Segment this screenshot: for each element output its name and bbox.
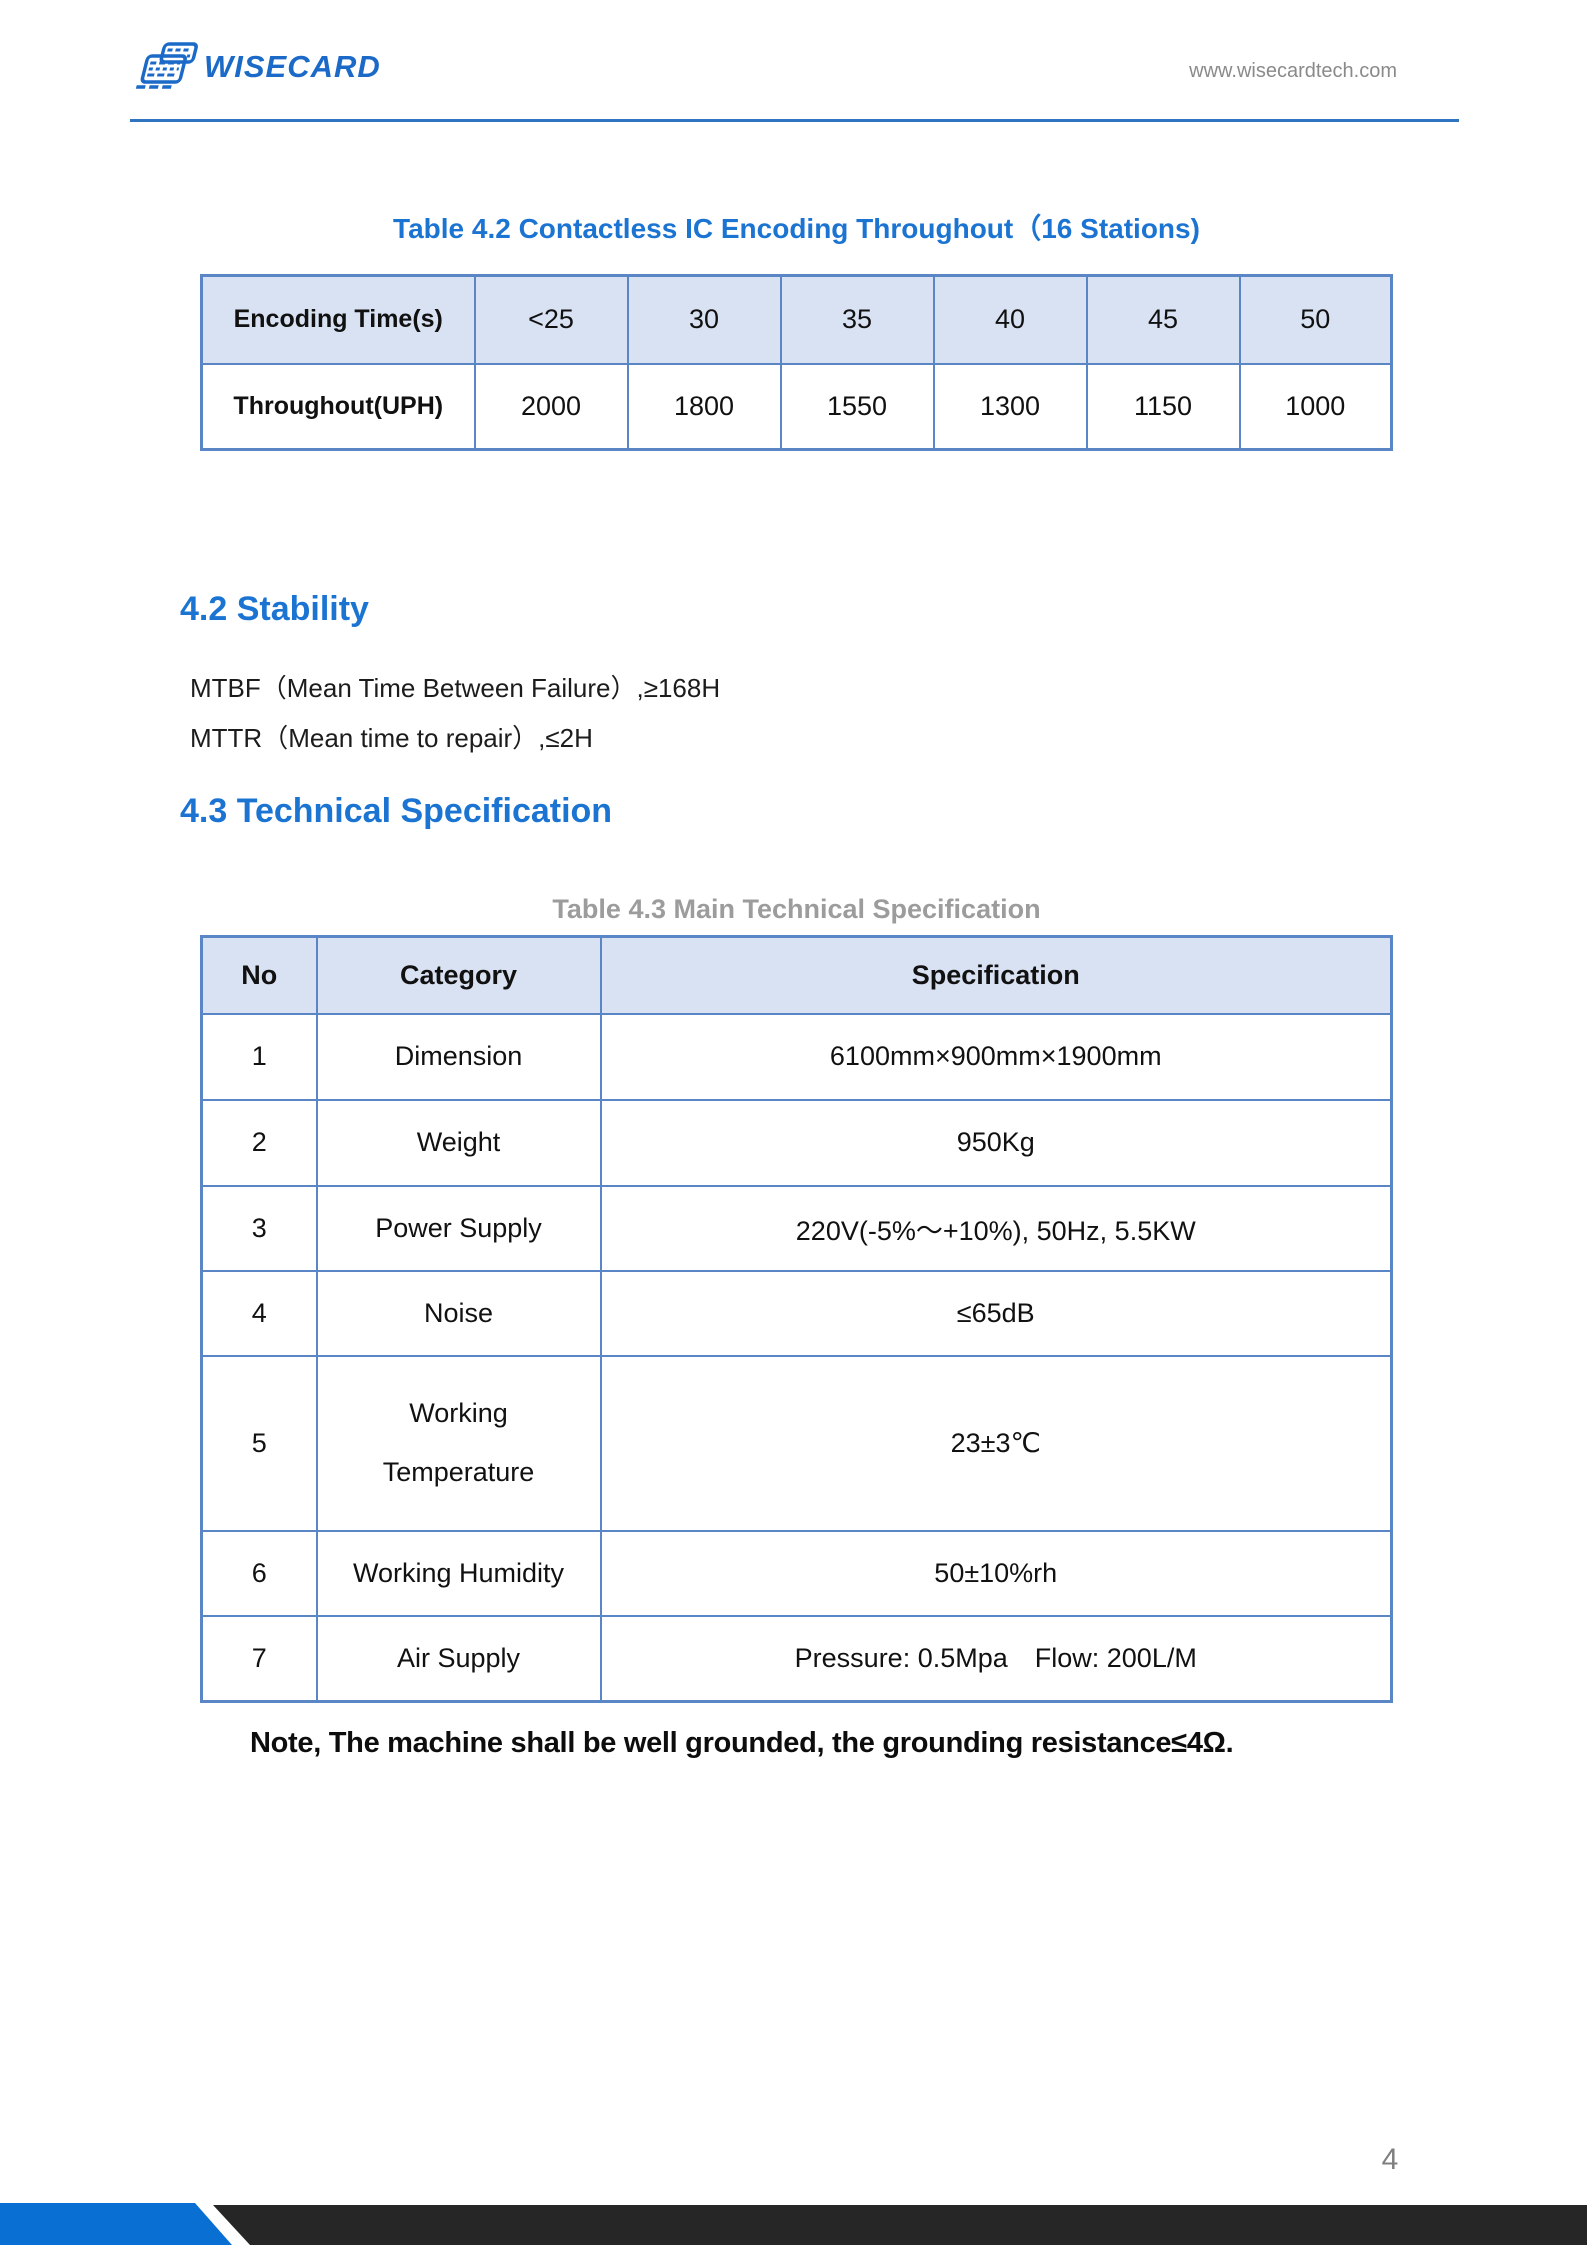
row-category: Weight xyxy=(315,1098,602,1187)
spec-table-header-row: No Category Specification xyxy=(200,935,1393,1015)
row-category: Noise xyxy=(315,1269,602,1357)
table-row: 5 Working Temperature 23±3℃ xyxy=(200,1354,1393,1532)
logo-wordmark: WISECARD xyxy=(204,49,381,84)
table43-caption: Table 4.3 Main Technical Specification xyxy=(552,894,1041,924)
throughput-value: 1550 xyxy=(779,362,935,451)
row-no: 2 xyxy=(200,1098,318,1187)
row-category: Air Supply xyxy=(315,1614,602,1703)
col-header-no: No xyxy=(200,935,318,1015)
encoding-time-value: 35 xyxy=(779,274,935,365)
footer-dark-bar xyxy=(213,2205,1587,2245)
encoding-time-label: Encoding Time(s) xyxy=(200,274,476,365)
throughput-value: 1300 xyxy=(932,362,1088,451)
mtbf-line: MTBF（Mean Time Between Failure）,≥168H xyxy=(190,673,721,703)
row-spec: 220V(-5%～+10%), 50Hz, 5.5KW xyxy=(599,1184,1393,1272)
row-category: Power Supply xyxy=(315,1184,602,1272)
header-divider xyxy=(130,119,1459,122)
table-row: 4 Noise ≤65dB xyxy=(200,1269,1393,1357)
table-row: 2 Weight 950Kg xyxy=(200,1098,1393,1187)
throughput-value: 1000 xyxy=(1238,362,1393,451)
encoding-time-value: 40 xyxy=(932,274,1088,365)
mttr-line: MTTR（Mean time to repair）,≤2H xyxy=(190,723,593,753)
col-header-specification: Specification xyxy=(599,935,1393,1015)
encoding-time-value: 50 xyxy=(1238,274,1393,365)
throughput-table: Encoding Time(s) <25 30 35 40 45 50 Thro… xyxy=(200,274,1393,451)
row-no: 6 xyxy=(200,1529,318,1617)
table42-title: Table 4.2 Contactless IC Encoding Throug… xyxy=(393,213,1200,244)
row-spec: ≤65dB xyxy=(599,1269,1393,1357)
row-no: 4 xyxy=(200,1269,318,1357)
encoding-time-value: 30 xyxy=(626,274,782,365)
wisecard-logo: WISECARD xyxy=(130,40,381,94)
throughput-value: 2000 xyxy=(473,362,629,451)
row-category: Working Humidity xyxy=(315,1529,602,1617)
table-row: 6 Working Humidity 50±10%rh xyxy=(200,1529,1393,1617)
technical-specification-table: No Category Specification 1 Dimension 61… xyxy=(200,935,1393,1703)
page-number: 4 xyxy=(1381,2143,1399,2176)
throughput-table-header-row: Encoding Time(s) <25 30 35 40 45 50 xyxy=(200,274,1393,365)
row-no: 1 xyxy=(200,1012,318,1101)
throughput-label: Throughout(UPH) xyxy=(200,362,476,451)
row-spec: 950Kg xyxy=(599,1098,1393,1187)
row-category: Dimension xyxy=(315,1012,602,1101)
table-row: 7 Air Supply Pressure: 0.5Mpa Flow: 200L… xyxy=(200,1614,1393,1703)
row-category: Working Temperature xyxy=(315,1354,602,1532)
section-heading-technical-specification: 4.3 Technical Specification xyxy=(180,792,613,830)
wisecard-logo-icon xyxy=(135,42,198,89)
grounding-note: Note, The machine shall be well grounded… xyxy=(250,1727,1234,1759)
row-no: 7 xyxy=(200,1614,318,1703)
encoding-time-value: 45 xyxy=(1085,274,1241,365)
throughput-table-data-row: Throughout(UPH) 2000 1800 1550 1300 1150… xyxy=(200,362,1393,451)
row-spec: 23±3℃ xyxy=(599,1354,1393,1532)
header-website-url: www.wisecardtech.com xyxy=(1189,60,1397,82)
section-heading-stability: 4.2 Stability xyxy=(180,590,369,628)
row-spec: 50±10%rh xyxy=(599,1529,1393,1617)
col-header-category: Category xyxy=(315,935,602,1015)
throughput-value: 1800 xyxy=(626,362,782,451)
footer-blue-accent xyxy=(0,2203,232,2245)
row-no: 3 xyxy=(200,1184,318,1272)
table-row: 3 Power Supply 220V(-5%～+10%), 50Hz, 5.5… xyxy=(200,1184,1393,1272)
row-spec: Pressure: 0.5Mpa Flow: 200L/M xyxy=(599,1614,1393,1703)
encoding-time-value: <25 xyxy=(473,274,629,365)
throughput-value: 1150 xyxy=(1085,362,1241,451)
row-spec: 6100mm×900mm×1900mm xyxy=(599,1012,1393,1101)
table-row: 1 Dimension 6100mm×900mm×1900mm xyxy=(200,1012,1393,1101)
row-no: 5 xyxy=(200,1354,318,1532)
